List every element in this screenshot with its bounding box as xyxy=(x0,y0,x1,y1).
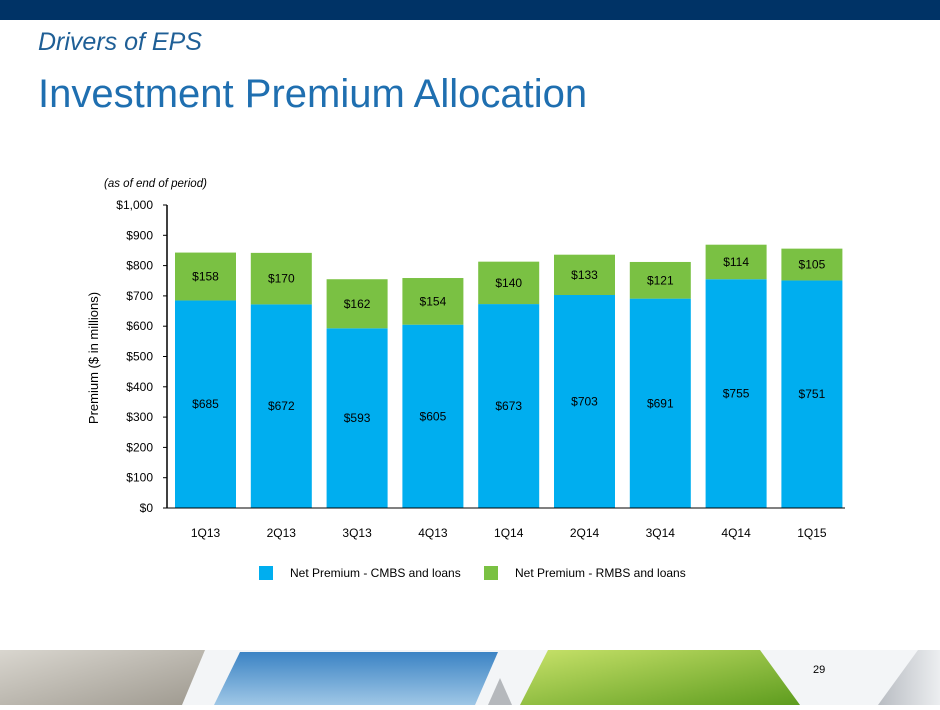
data-label: $751 xyxy=(799,387,826,401)
bar-segment-rmbs xyxy=(781,248,843,281)
legend-label-cmbs: Net Premium - CMBS and loans xyxy=(290,566,461,580)
y-tick-label: $600 xyxy=(126,319,153,333)
y-tick-label: $700 xyxy=(126,289,153,303)
bar-segment-rmbs xyxy=(629,261,691,299)
data-label: $154 xyxy=(420,294,447,308)
steel-image xyxy=(878,650,940,705)
data-label: $691 xyxy=(647,396,674,410)
x-tick-label: 1Q14 xyxy=(494,526,524,540)
y-tick-label: $0 xyxy=(140,501,154,515)
x-tick-label: 4Q13 xyxy=(418,526,448,540)
y-tick-label: $400 xyxy=(126,380,153,394)
leaf-image xyxy=(520,650,800,705)
data-label: $703 xyxy=(571,394,598,408)
data-label: $672 xyxy=(268,399,295,413)
legend-swatch-cmbs xyxy=(259,566,273,580)
footer-band xyxy=(0,650,940,705)
x-tick-label: 1Q13 xyxy=(191,526,221,540)
data-label: $673 xyxy=(495,399,522,413)
y-tick-label: $200 xyxy=(126,440,153,454)
x-tick-label: 2Q13 xyxy=(267,526,297,540)
bar-segment-cmbs xyxy=(554,294,615,508)
legend-item-rmbs: Net Premium - RMBS and loans xyxy=(484,566,686,580)
period-note: (as of end of period) xyxy=(104,178,207,190)
bar-segment-rmbs xyxy=(705,244,767,280)
bar-segment-rmbs xyxy=(250,252,312,305)
bar-segment-cmbs xyxy=(781,280,843,508)
data-label: $593 xyxy=(344,411,371,425)
data-label: $605 xyxy=(420,409,447,423)
bar-segment-cmbs xyxy=(326,328,388,508)
mountain-image xyxy=(488,678,512,705)
y-tick-label: $800 xyxy=(126,259,153,273)
y-tick-label: $500 xyxy=(126,350,153,364)
top-banner xyxy=(0,0,940,20)
data-label: $162 xyxy=(344,297,371,311)
page-number: 29 xyxy=(813,664,826,676)
footer-photo-strip xyxy=(0,650,940,705)
bar-segment-cmbs xyxy=(402,324,464,508)
y-tick-label: $300 xyxy=(126,410,153,424)
y-tick-label: $1,000 xyxy=(116,198,153,212)
bar-segment-cmbs xyxy=(629,298,691,508)
bar-segment-cmbs xyxy=(175,300,236,508)
bar-segment-rmbs xyxy=(478,261,540,305)
data-label: $121 xyxy=(647,273,674,287)
legend-item-cmbs: Net Premium - CMBS and loans xyxy=(259,566,461,580)
x-tick-label: 2Q14 xyxy=(570,526,600,540)
y-axis-label: Premium ($ in millions) xyxy=(86,292,101,424)
data-label: $140 xyxy=(495,276,522,290)
bar-segment-cmbs xyxy=(478,304,540,508)
bar-segment-rmbs xyxy=(402,278,464,325)
rope-image xyxy=(0,650,205,705)
y-tick-label: $900 xyxy=(126,228,153,242)
page-title: Investment Premium Allocation xyxy=(38,72,588,116)
stacked-bar-chart: Premium ($ in millions) $0 $100 $200 $300 $4… xyxy=(86,198,845,540)
chart-legend: Net Premium - CMBS and loans Net Premium… xyxy=(0,566,940,590)
data-label: $133 xyxy=(571,268,598,282)
section-subtitle: Drivers of EPS xyxy=(38,28,202,56)
data-label: $170 xyxy=(268,272,295,286)
bar-segment-cmbs xyxy=(250,304,312,508)
bar-segment-rmbs xyxy=(554,254,615,295)
x-tick-label: 1Q15 xyxy=(797,526,827,540)
y-tick-label: $100 xyxy=(126,471,153,485)
sky-image xyxy=(214,652,498,705)
data-label: $105 xyxy=(799,258,826,272)
x-tick-label: 4Q14 xyxy=(721,526,751,540)
bar-segment-cmbs xyxy=(705,279,767,508)
x-tick-label: 3Q14 xyxy=(646,526,676,540)
data-label: $685 xyxy=(192,397,219,411)
bar-segment-rmbs xyxy=(175,252,236,301)
legend-label-rmbs: Net Premium - RMBS and loans xyxy=(515,566,686,580)
data-label: $114 xyxy=(723,255,749,269)
x-tick-label: 3Q13 xyxy=(342,526,372,540)
data-label: $755 xyxy=(723,387,750,401)
bar-segment-rmbs xyxy=(326,279,388,329)
legend-swatch-rmbs xyxy=(484,566,498,580)
data-label: $158 xyxy=(192,270,219,284)
